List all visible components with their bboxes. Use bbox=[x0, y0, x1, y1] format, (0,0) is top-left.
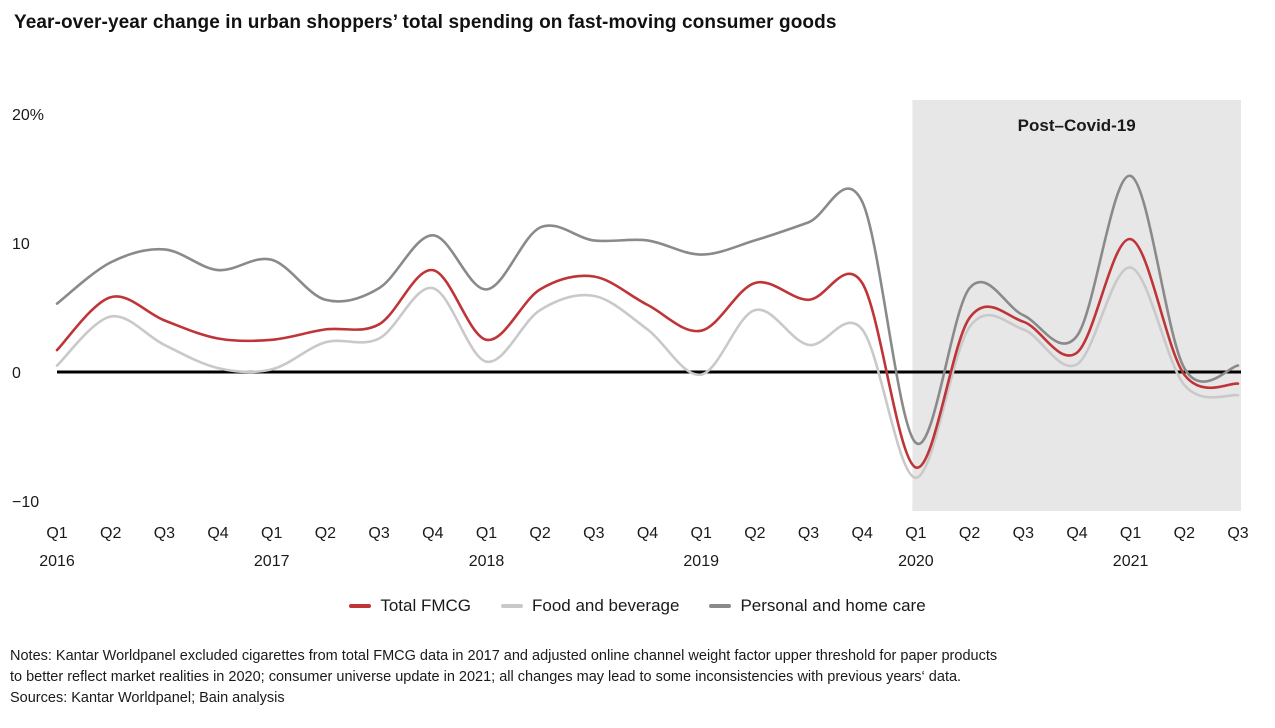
series-line-personal-and-home-care bbox=[55, 174, 1240, 446]
x-axis-label: Q4 bbox=[422, 525, 443, 542]
x-axis-label: Q3 bbox=[583, 525, 604, 542]
notes-line-1: Notes: Kantar Worldpanel excluded cigare… bbox=[10, 648, 998, 664]
x-axis-label: Q1 bbox=[261, 525, 282, 542]
legend-item-personal-and-home-care: Personal and home care bbox=[709, 596, 926, 616]
x-axis-label: Q2 bbox=[100, 525, 121, 542]
y-axis-label: 0 bbox=[12, 365, 21, 382]
chart-legend: Total FMCG Food and beverage Personal an… bbox=[0, 596, 1275, 616]
y-axis-label: 20% bbox=[12, 107, 44, 124]
legend-label-food-and-beverage: Food and beverage bbox=[532, 596, 680, 615]
x-axis-label: Q2 bbox=[744, 525, 765, 542]
x-axis-year-label: 2018 bbox=[469, 553, 505, 570]
legend-swatch-personal-and-home-care-icon bbox=[709, 604, 732, 608]
x-axis-year-label: 2017 bbox=[254, 553, 290, 570]
x-axis-year-label: 2019 bbox=[683, 553, 719, 570]
legend-label-total-fmcg: Total FMCG bbox=[380, 596, 471, 615]
x-axis-year-label: 2016 bbox=[39, 553, 75, 570]
x-axis-label: Q2 bbox=[959, 525, 980, 542]
legend-label-personal-and-home-care: Personal and home care bbox=[740, 596, 926, 615]
x-axis-year-label: 2021 bbox=[1113, 553, 1149, 570]
legend-item-food-and-beverage: Food and beverage bbox=[501, 596, 679, 616]
x-axis-label: Q2 bbox=[1174, 525, 1195, 542]
legend-swatch-total-fmcg-icon bbox=[349, 604, 372, 608]
sources-line: Sources: Kantar Worldpanel; Bain analysi… bbox=[10, 690, 285, 706]
x-axis-label: Q2 bbox=[529, 525, 550, 542]
legend-swatch-food-and-beverage-icon bbox=[501, 604, 523, 608]
x-axis-label: Q1 bbox=[1120, 525, 1141, 542]
x-axis-label: Q1 bbox=[46, 525, 67, 542]
x-axis-year-label: 2020 bbox=[898, 553, 934, 570]
x-axis-label: Q3 bbox=[154, 525, 175, 542]
post-covid-shaded-region bbox=[912, 100, 1241, 511]
y-axis-label: 10 bbox=[12, 236, 30, 253]
chart-canvas: Post–Covid-19 20% 10 0 −10 Q1 Q2 Q3 Q4 Q1 Q2 Q3 Q4 Q1… bbox=[12, 100, 1249, 570]
x-axis-label: Q4 bbox=[207, 525, 228, 542]
x-axis-label: Q1 bbox=[691, 525, 712, 542]
x-axis-label: Q3 bbox=[798, 525, 819, 542]
series-line-food-and-beverage bbox=[55, 266, 1240, 480]
y-axis-label: −10 bbox=[12, 494, 39, 511]
x-axis-label: Q2 bbox=[315, 525, 336, 542]
x-axis-label: Q3 bbox=[1227, 525, 1248, 542]
series-line-total-fmcg bbox=[55, 237, 1240, 469]
x-axis-label: Q4 bbox=[852, 525, 873, 542]
footnotes: Notes: Kantar Worldpanel excluded cigare… bbox=[10, 646, 1210, 709]
x-axis-label: Q1 bbox=[905, 525, 926, 542]
x-axis-label: Q3 bbox=[1013, 525, 1034, 542]
post-covid-label: Post–Covid-19 bbox=[1018, 116, 1136, 135]
x-axis-label: Q4 bbox=[1066, 525, 1087, 542]
legend-item-total-fmcg: Total FMCG bbox=[349, 596, 471, 616]
x-axis-label: Q4 bbox=[637, 525, 658, 542]
notes-line-2: to better reflect market realities in 20… bbox=[10, 669, 962, 685]
chart-title: Year-over-year change in urban shoppers’… bbox=[14, 12, 837, 33]
x-axis-label: Q3 bbox=[368, 525, 389, 542]
x-axis-label: Q1 bbox=[476, 525, 497, 542]
